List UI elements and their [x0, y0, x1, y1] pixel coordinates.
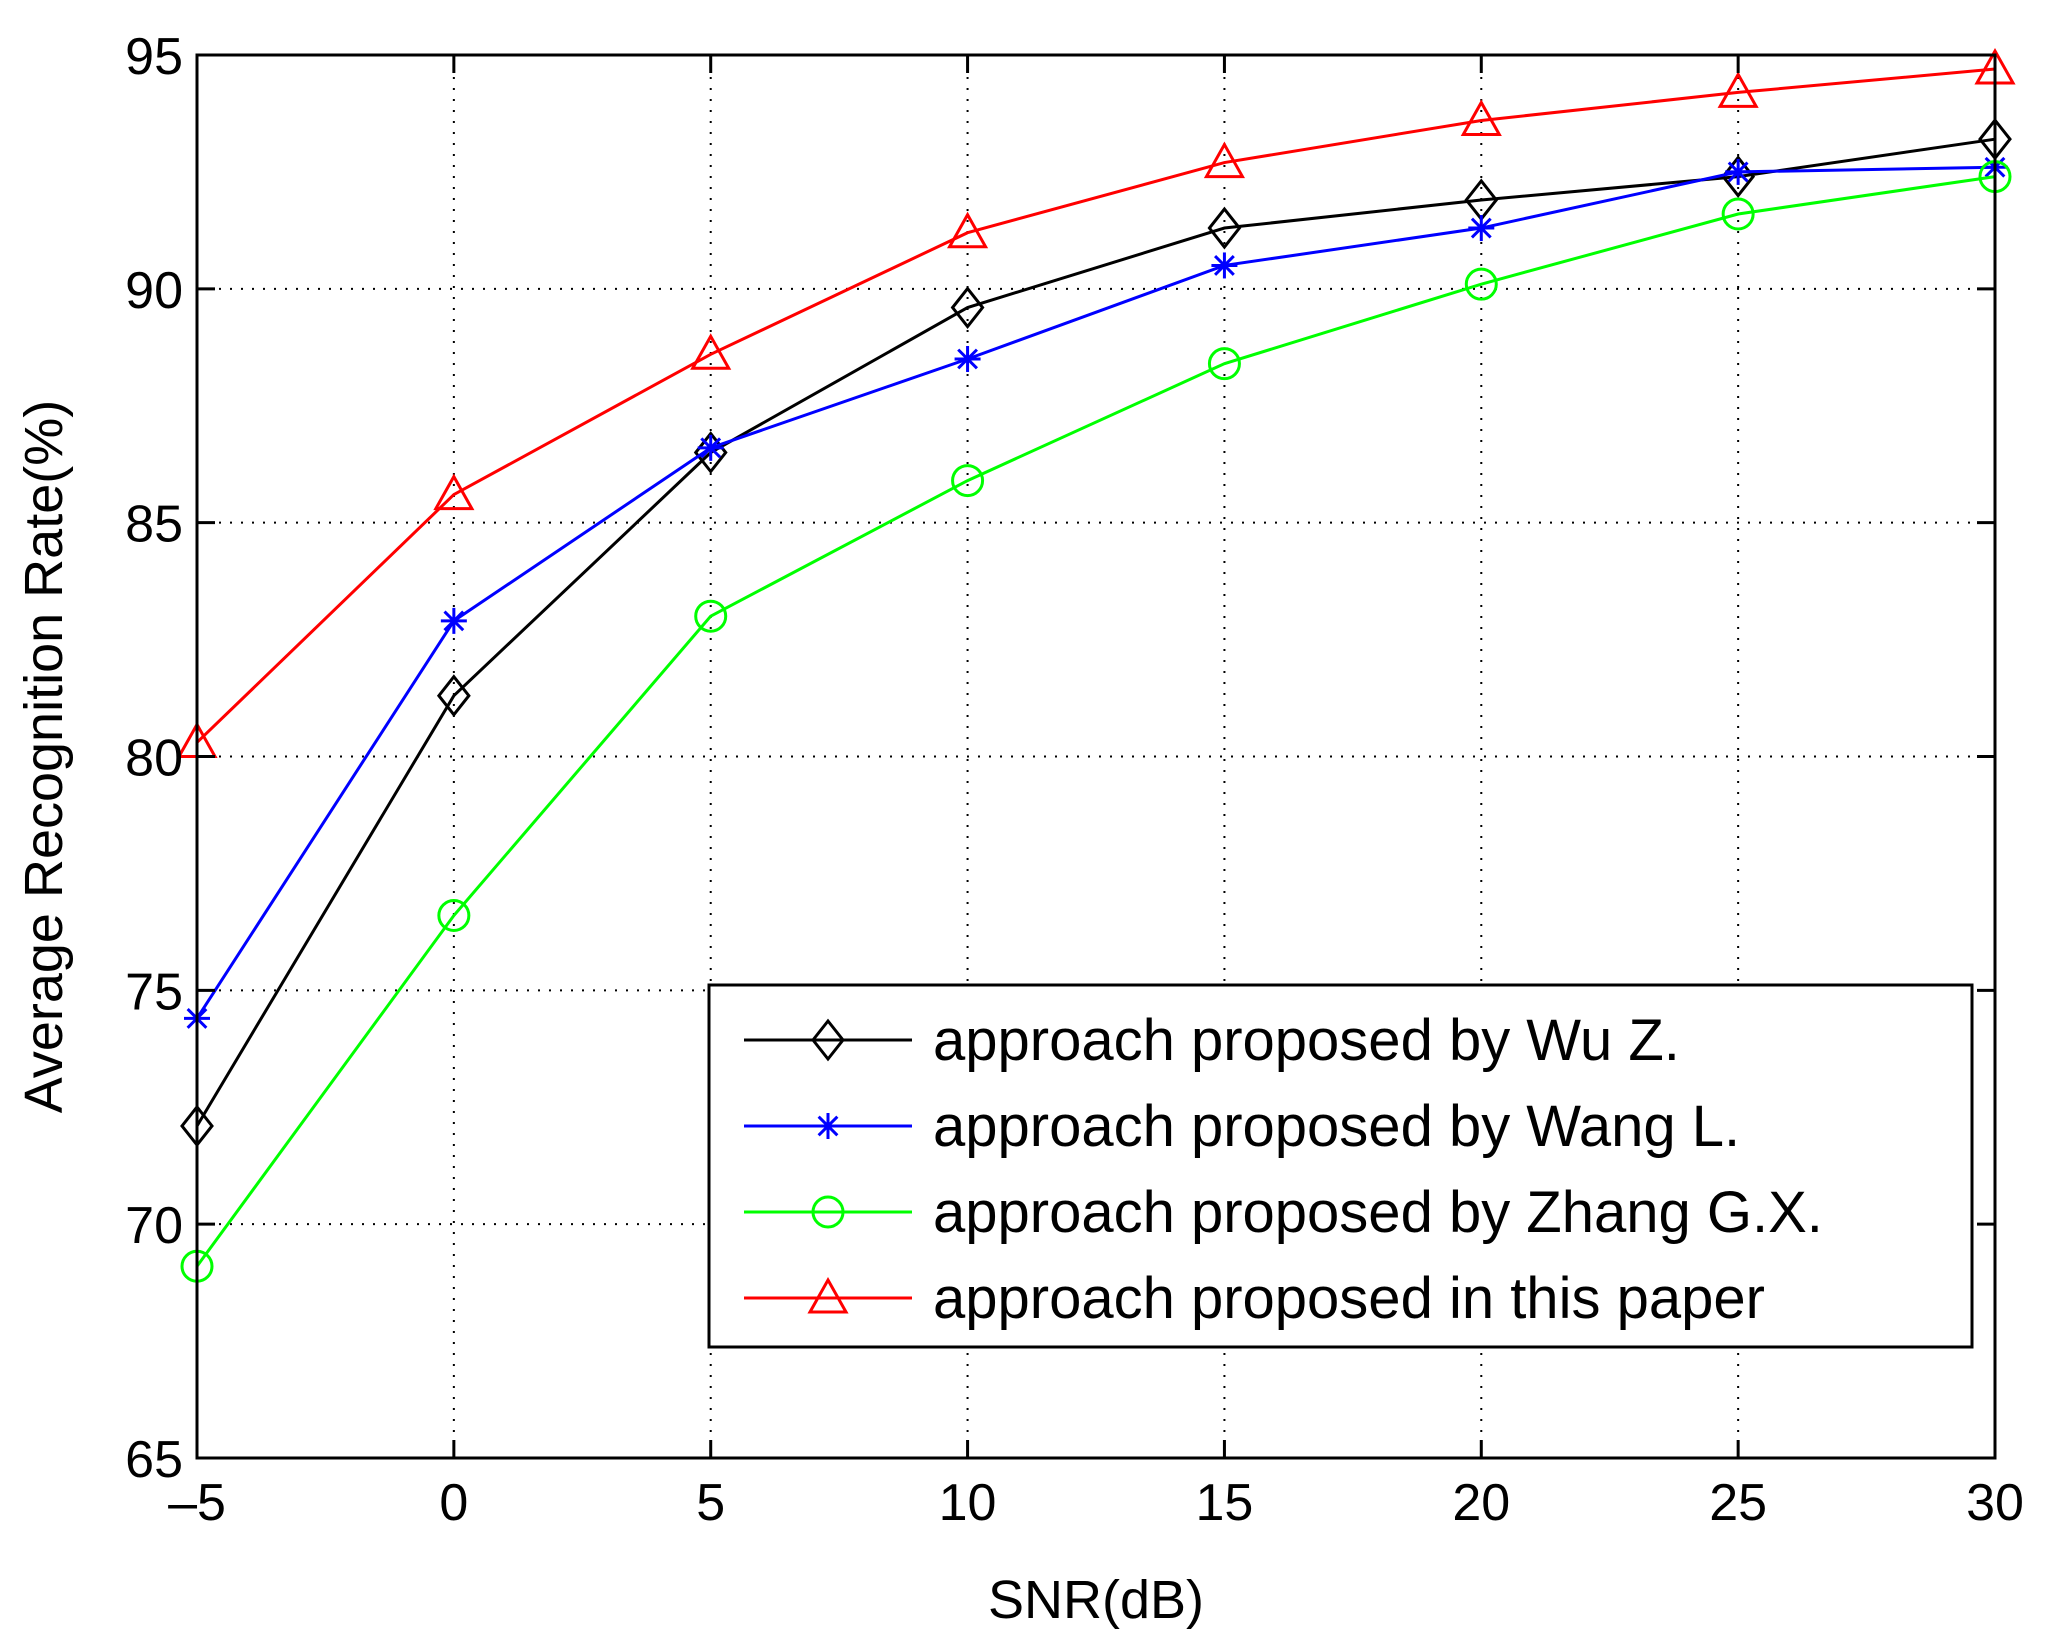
- y-tick-label: 90: [125, 262, 183, 320]
- series-triangle: [176, 47, 2016, 758]
- star-stroke: [700, 437, 722, 459]
- star-marker: [697, 434, 724, 461]
- legend-entry: approach proposed by Zhang G.X.: [744, 1180, 1823, 1245]
- x-tick-label: 30: [1966, 1474, 2024, 1532]
- triangle-marker: [807, 1276, 849, 1314]
- legend-label: approach proposed in this paper: [933, 1266, 1765, 1331]
- legend-label: approach proposed by Wu Z.: [933, 1008, 1680, 1073]
- star-stroke: [1470, 217, 1492, 239]
- x-tick-label: 5: [696, 1474, 725, 1532]
- star-marker: [954, 345, 981, 372]
- triangle-marker: [690, 333, 732, 370]
- star-stroke: [443, 610, 465, 632]
- y-tick-label: 80: [125, 730, 183, 788]
- legend-entry: approach proposed by Wu Z.: [744, 1008, 1680, 1073]
- circle-marker: [1721, 197, 1755, 231]
- x-tick-label: 25: [1709, 1474, 1767, 1532]
- series-line: [195, 175, 1996, 1268]
- y-axis-title: Average Recognition Rate(%): [14, 400, 74, 1113]
- legend-label: approach proposed by Wang L.: [933, 1094, 1740, 1159]
- diamond-marker: [950, 286, 985, 329]
- x-tick-label: 15: [1196, 1474, 1254, 1532]
- series-layer: [176, 47, 2016, 1283]
- circle-marker: [437, 899, 471, 933]
- diamond-marker: [693, 431, 728, 474]
- triangle-marker: [1203, 141, 1245, 179]
- y-tick-label: 85: [125, 496, 183, 554]
- star-marker: [440, 607, 467, 634]
- diamond-marker: [1207, 206, 1242, 250]
- star-marker: [815, 1113, 841, 1139]
- y-tick-label: 75: [125, 963, 183, 1021]
- series-line: [195, 67, 1996, 744]
- star-stroke: [1727, 161, 1749, 183]
- x-tick-label: 0: [439, 1474, 468, 1532]
- star-stroke: [1214, 255, 1235, 276]
- x-axis-title: SNR(dB): [988, 1570, 1204, 1630]
- circle-marker: [951, 464, 985, 498]
- star-marker: [1725, 158, 1752, 185]
- y-tick-label: 70: [125, 1197, 183, 1255]
- legend-entry: approach proposed by Wang L.: [744, 1094, 1740, 1159]
- x-tick-label: –5: [168, 1474, 226, 1532]
- circle-marker: [1464, 267, 1498, 301]
- x-tick-label: 20: [1452, 1474, 1510, 1532]
- triangle-marker: [947, 211, 989, 249]
- star-stroke: [817, 1115, 839, 1137]
- legend-label: approach proposed by Zhang G.X.: [933, 1180, 1823, 1245]
- triangle-marker: [1460, 99, 1502, 136]
- circle-marker: [1207, 347, 1241, 381]
- y-tick-label: 65: [125, 1431, 183, 1489]
- triangle-marker: [433, 473, 475, 511]
- star-stroke: [957, 348, 978, 370]
- triangle-marker: [1717, 71, 1759, 108]
- series-star: [184, 154, 2008, 1032]
- star-marker: [1468, 215, 1495, 242]
- y-tick-label: 95: [125, 28, 183, 86]
- axis-ticks: –5 0 5 10 15 20 25 30 65 70 75 80 85 90 95: [125, 28, 2024, 1532]
- legend-entry: approach proposed in this paper: [744, 1266, 1765, 1331]
- circle-marker: [811, 1195, 845, 1229]
- diamond-marker: [811, 1018, 845, 1062]
- series-line: [195, 165, 1996, 1020]
- legend: approach proposed by Wu Z. approach propo…: [707, 983, 1974, 1349]
- x-tick-label: 10: [939, 1474, 997, 1532]
- star-marker: [1211, 252, 1238, 279]
- legend-box: [707, 983, 1974, 1349]
- diamond-marker: [436, 674, 471, 718]
- circle-marker: [694, 599, 728, 633]
